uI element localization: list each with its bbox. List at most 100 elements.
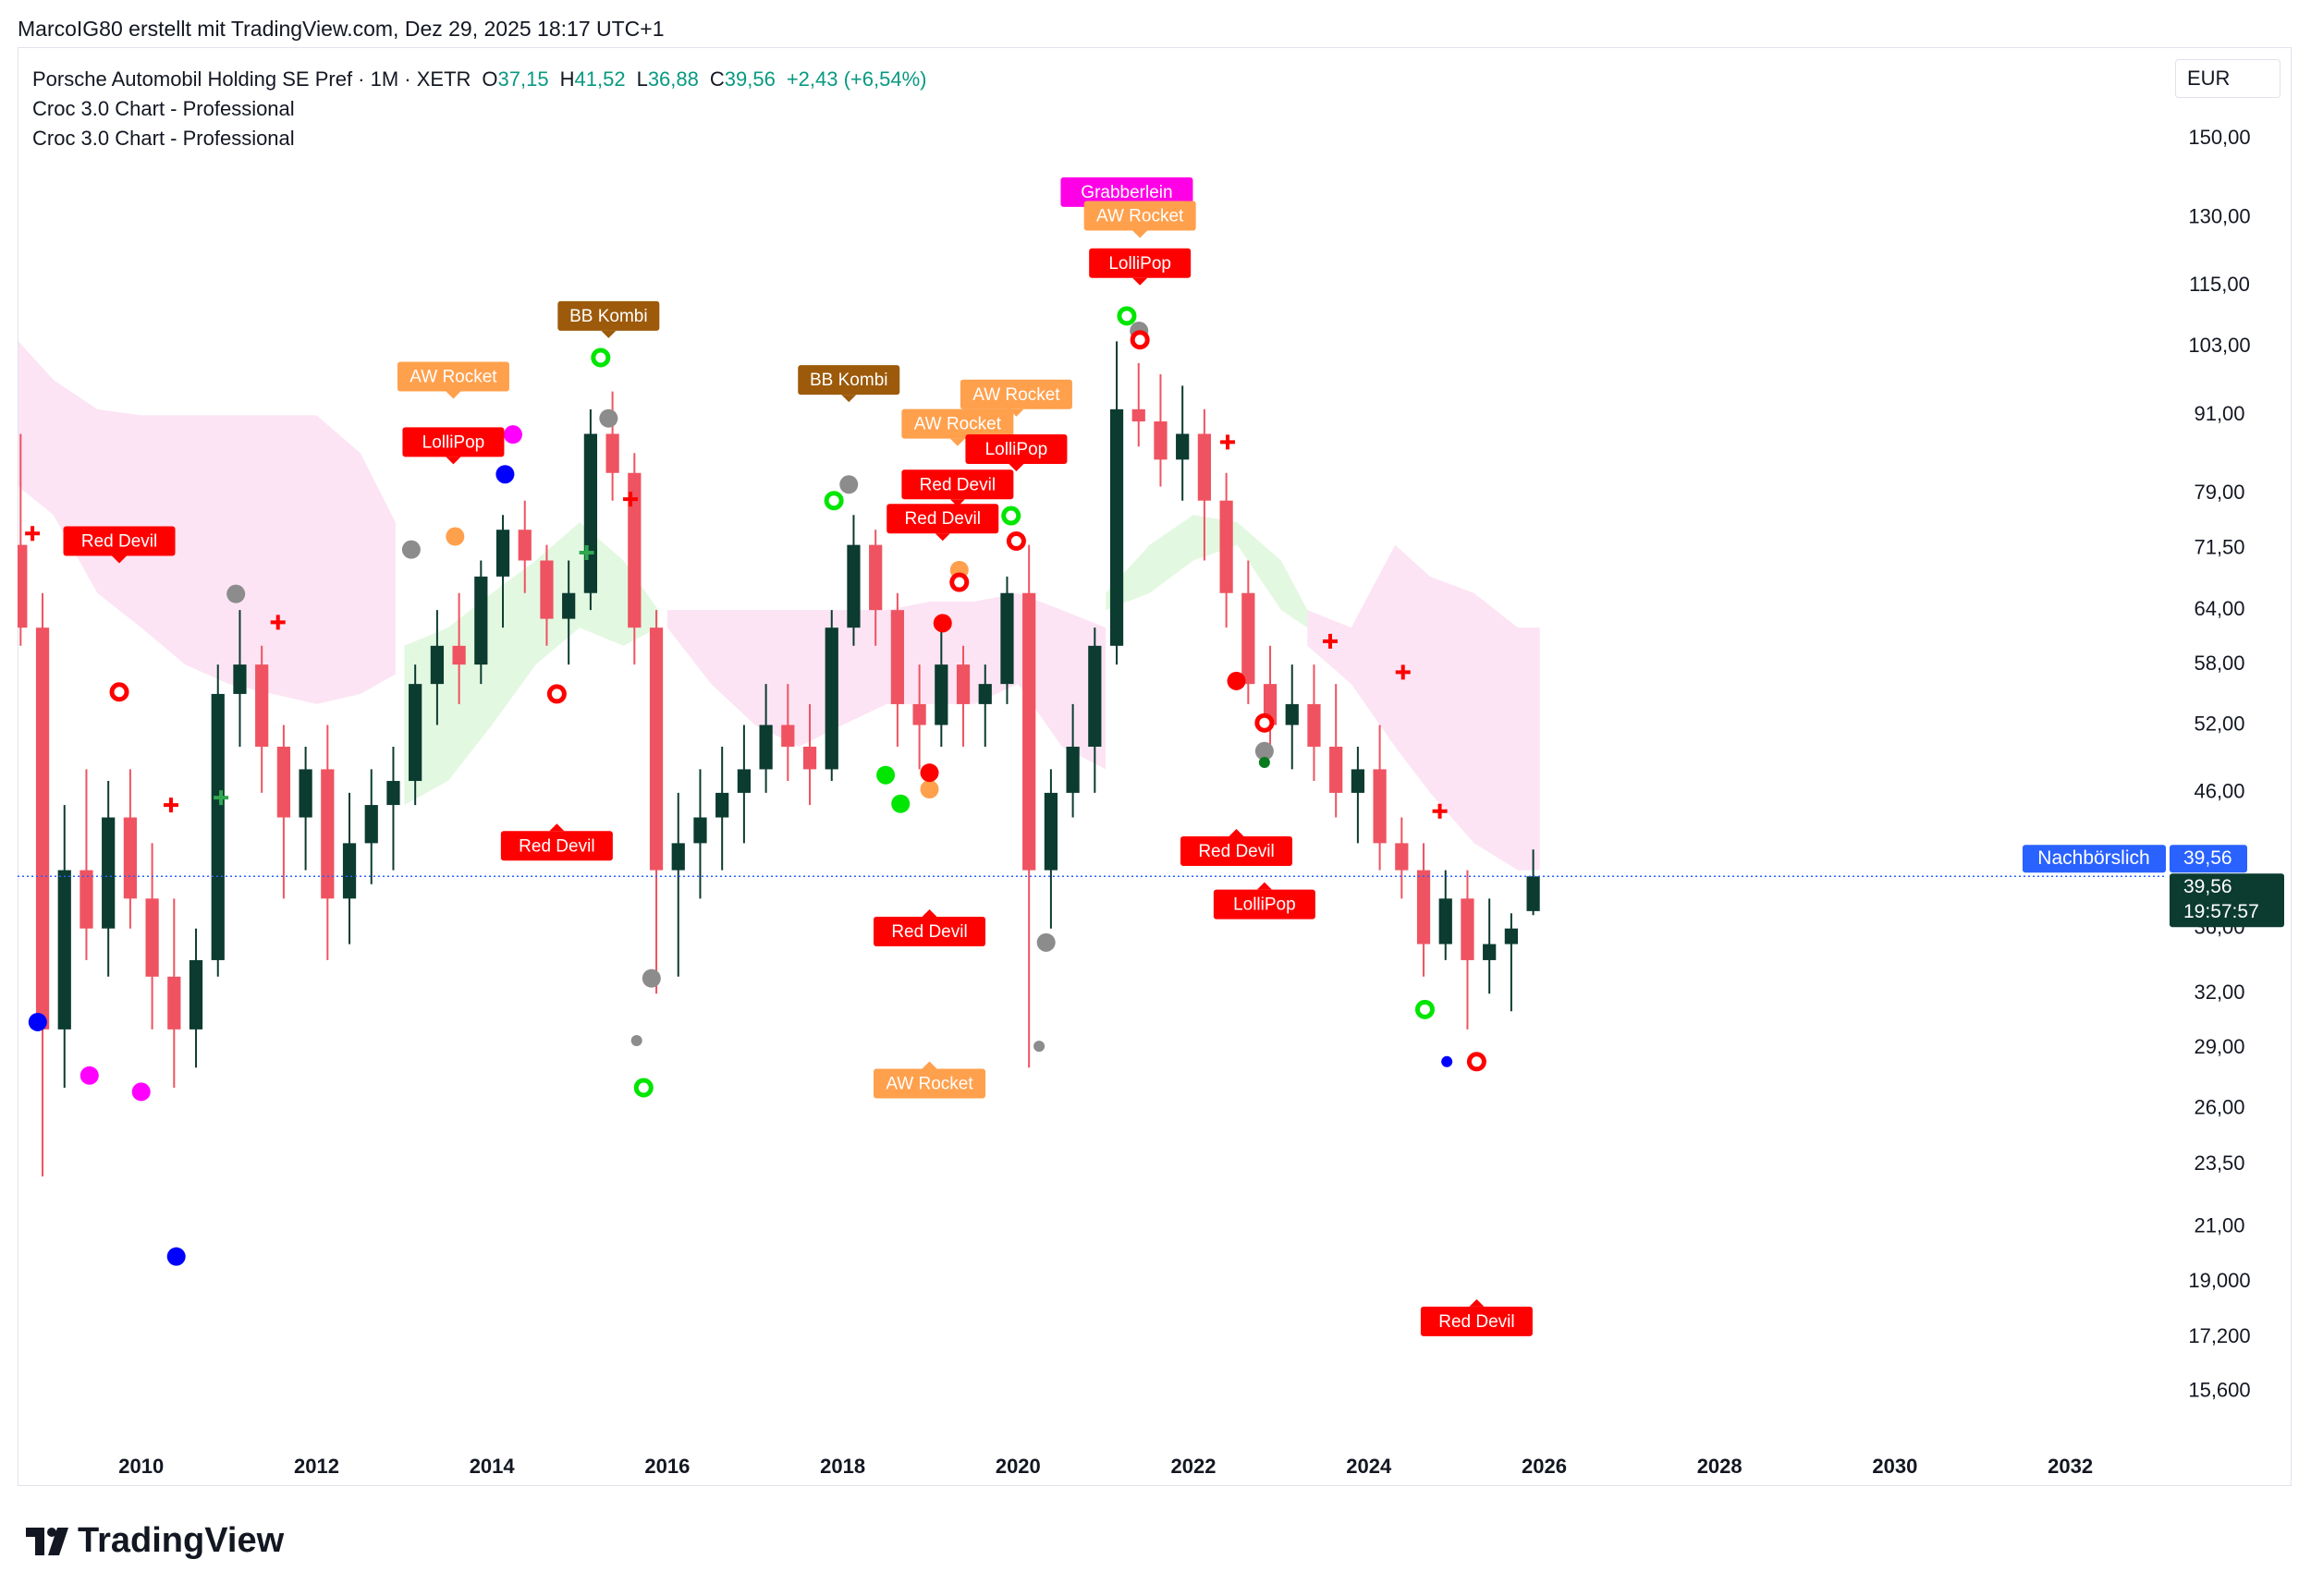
- y-tick-label: 17,200: [2188, 1324, 2250, 1347]
- signal-dot: [1258, 756, 1270, 768]
- signal-label-pointer: [601, 330, 617, 338]
- currency-button[interactable]: EUR: [2175, 59, 2280, 98]
- signal-ring: [591, 347, 611, 368]
- candle-body: [1461, 898, 1474, 960]
- candle-body: [1483, 944, 1497, 960]
- signal-dot: [1227, 671, 1246, 690]
- candle-body: [1504, 928, 1519, 944]
- x-tick-label: 2028: [1697, 1455, 1742, 1478]
- signal-label-text: Red Devil: [1198, 842, 1274, 861]
- signal-label-text: BB Kombi: [810, 371, 887, 390]
- candle-body: [649, 627, 664, 871]
- legend: Porsche Automobil Holding SE Pref · 1M ·…: [32, 65, 927, 153]
- signal-label-box: [402, 427, 505, 457]
- candle-body: [825, 627, 838, 770]
- quote-value: 41,52: [574, 67, 626, 91]
- y-tick-label: 52,00: [2194, 712, 2244, 735]
- signal-dot: [920, 763, 939, 783]
- candle-body: [342, 843, 357, 899]
- candle-body: [1000, 592, 1014, 685]
- signal-label-text: Red Devil: [905, 509, 981, 529]
- signal-label: LolliPop: [1213, 882, 1315, 920]
- candle-body: [1307, 703, 1321, 747]
- session-price-tag: [2170, 845, 2247, 873]
- signal-dot: [891, 794, 911, 813]
- signal-cross: [270, 615, 286, 630]
- candle-body: [1373, 769, 1387, 844]
- brand: TradingView: [24, 1520, 301, 1571]
- signal-dot: [1441, 1055, 1453, 1067]
- signal-cross: [1323, 633, 1339, 649]
- signal-label-box: [1089, 248, 1192, 278]
- signal-cross: [25, 526, 41, 542]
- y-tick-label: 46,00: [2194, 780, 2244, 803]
- signal-label-pointer: [841, 395, 857, 403]
- x-tick-label: 2032: [2048, 1455, 2093, 1478]
- signal-label-box: [1060, 177, 1193, 207]
- signal-label-text: BB Kombi: [569, 307, 647, 326]
- candle-body: [452, 645, 466, 665]
- chart-frame: [18, 47, 2292, 1486]
- cloud-band: [666, 592, 1107, 770]
- signal-dot: [630, 1034, 642, 1046]
- signal-dot: [933, 614, 952, 633]
- y-tick-label: 32,00: [2194, 981, 2244, 1004]
- candle-body: [935, 664, 948, 725]
- candle-body: [847, 544, 861, 628]
- signal-label-box: [63, 526, 176, 556]
- candle-body: [1395, 843, 1409, 871]
- candle-body: [1197, 433, 1212, 501]
- signal-label-pointer: [446, 457, 461, 465]
- candle-body: [79, 870, 93, 929]
- candle-body: [386, 781, 400, 806]
- candle-body: [57, 870, 71, 1029]
- signal-dot: [876, 765, 896, 785]
- candle-body: [189, 959, 203, 1029]
- candle-body: [978, 684, 992, 704]
- candle-body: [299, 769, 312, 818]
- quote-value: 39,56: [724, 67, 776, 91]
- signal-cross: [1395, 664, 1411, 680]
- cloud-band: [18, 341, 396, 704]
- signal-label-text: Red Devil: [81, 532, 157, 552]
- signal-dot: [446, 527, 465, 546]
- signal-label-box: [874, 1068, 986, 1099]
- symbol-title[interactable]: Porsche Automobil Holding SE Pref · 1M ·…: [32, 67, 471, 91]
- signal-cross: [214, 790, 229, 806]
- signal-dot: [642, 969, 661, 988]
- signal-label: AW Rocket: [901, 408, 1014, 446]
- signal-label-text: AW Rocket: [1096, 207, 1184, 226]
- signal-cross: [164, 798, 178, 813]
- x-tick-label: 2014: [470, 1455, 516, 1478]
- signal-label-text: Red Devil: [519, 836, 594, 856]
- signal-label: Red Devil: [874, 909, 986, 947]
- candle-body: [1066, 746, 1080, 793]
- plot: Red Devil AW Rocket LolliPop BB Kombi Red De…: [18, 177, 1540, 1336]
- signal-ring: [1117, 306, 1137, 326]
- candle-body: [495, 530, 510, 577]
- candle-body: [1526, 876, 1540, 911]
- candle-body: [583, 433, 598, 593]
- signal-label-text: Red Devil: [1438, 1312, 1514, 1332]
- candle-body: [802, 746, 817, 770]
- credit: MarcoIG80 erstellt mit TradingView.com, …: [18, 17, 665, 41]
- signal-label-pointer: [1009, 408, 1024, 417]
- signal-dot: [920, 780, 939, 799]
- signal-ring: [824, 491, 844, 511]
- brand-logo: TradingView: [26, 1521, 285, 1560]
- candle-body: [145, 898, 159, 977]
- candle-body: [430, 645, 445, 685]
- signal-label-pointer: [1469, 1298, 1485, 1307]
- y-tick-label: 91,00: [2194, 402, 2244, 425]
- candle-body: [18, 544, 28, 628]
- quote-line: Porsche Automobil Holding SE Pref · 1M ·…: [32, 65, 927, 94]
- signal-label-box: [886, 504, 999, 534]
- candle-body: [671, 843, 685, 871]
- signal-ring: [1466, 1052, 1486, 1072]
- candle-body: [211, 693, 225, 960]
- signal-label-pointer: [1256, 882, 1272, 890]
- y-tick-label: 29,00: [2194, 1035, 2244, 1058]
- y-tick-label: 115,00: [2189, 273, 2250, 296]
- change: +2,43 (+6,54%): [786, 67, 927, 91]
